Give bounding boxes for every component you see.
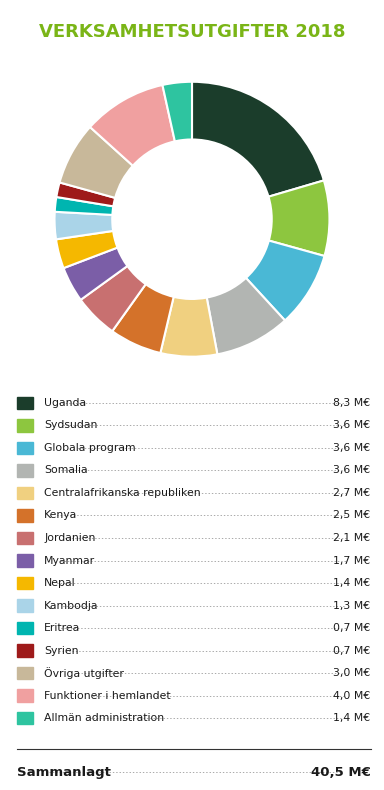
Text: 3,6 M€: 3,6 M€ [333, 443, 371, 453]
Text: 2,7 M€: 2,7 M€ [333, 488, 371, 498]
Text: Centralafrikanska republiken: Centralafrikanska republiken [44, 488, 201, 498]
Wedge shape [192, 82, 324, 197]
Text: Myanmar: Myanmar [44, 555, 95, 566]
Wedge shape [90, 85, 175, 166]
Text: VERKSAMHETSUTGIFTER 2018: VERKSAMHETSUTGIFTER 2018 [39, 23, 345, 41]
Text: Övriga utgifter: Övriga utgifter [44, 667, 124, 679]
Text: 3,6 M€: 3,6 M€ [333, 465, 371, 476]
Wedge shape [55, 197, 113, 215]
Text: Sydsudan: Sydsudan [44, 420, 98, 431]
Text: Nepal: Nepal [44, 578, 76, 588]
Text: 2,5 M€: 2,5 M€ [333, 510, 371, 521]
Text: 2,1 M€: 2,1 M€ [333, 533, 371, 543]
Text: Kenya: Kenya [44, 510, 78, 521]
Wedge shape [162, 82, 192, 141]
Text: 4,0 M€: 4,0 M€ [333, 690, 371, 701]
Wedge shape [207, 278, 285, 355]
Text: 3,0 M€: 3,0 M€ [333, 668, 371, 678]
Wedge shape [55, 212, 113, 239]
Text: Somalia: Somalia [44, 465, 88, 476]
Text: Uganda: Uganda [44, 398, 86, 408]
Text: 1,4 M€: 1,4 M€ [333, 713, 371, 723]
Text: Allmän administration: Allmän administration [44, 713, 164, 723]
Text: 0,7 M€: 0,7 M€ [333, 623, 371, 633]
Wedge shape [56, 182, 115, 206]
Wedge shape [63, 247, 127, 300]
Text: Sammanlagt: Sammanlagt [17, 766, 111, 779]
Text: Kambodja: Kambodja [44, 600, 99, 611]
Text: 3,6 M€: 3,6 M€ [333, 420, 371, 431]
Text: 1,3 M€: 1,3 M€ [333, 600, 371, 611]
Text: Syrien: Syrien [44, 645, 79, 656]
Text: Eritrea: Eritrea [44, 623, 80, 633]
Text: Jordanien: Jordanien [44, 533, 96, 543]
Text: 0,7 M€: 0,7 M€ [333, 645, 371, 656]
Text: Globala program: Globala program [44, 443, 136, 453]
Wedge shape [246, 240, 324, 321]
Wedge shape [161, 297, 217, 357]
Text: Funktioner i hemlandet: Funktioner i hemlandet [44, 690, 171, 701]
Text: 1,7 M€: 1,7 M€ [333, 555, 371, 566]
Wedge shape [60, 127, 133, 198]
Wedge shape [268, 180, 329, 256]
Text: 40,5 M€: 40,5 M€ [311, 766, 371, 779]
Wedge shape [112, 284, 174, 353]
Text: 8,3 M€: 8,3 M€ [333, 398, 371, 408]
Wedge shape [81, 266, 146, 331]
Wedge shape [56, 231, 118, 268]
Text: 1,4 M€: 1,4 M€ [333, 578, 371, 588]
